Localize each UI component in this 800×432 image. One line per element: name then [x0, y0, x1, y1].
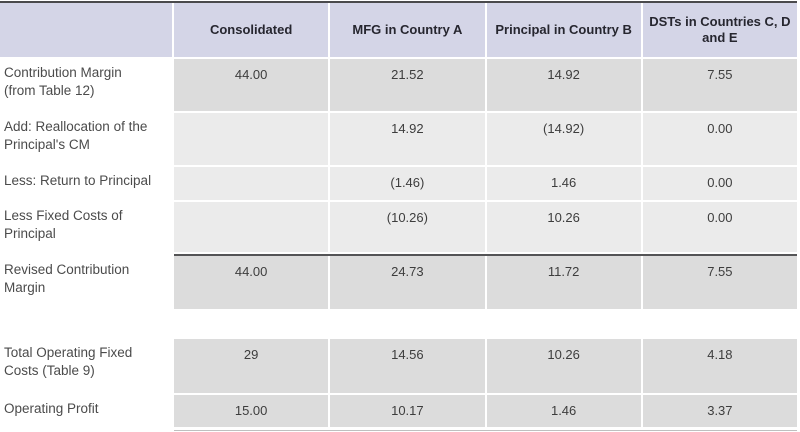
cell-value: 0.00 [642, 167, 797, 200]
cell-value: 21.52 [330, 59, 485, 111]
table-header-row: Consolidated MFG in Country A Principal in… [0, 3, 797, 57]
cell-value: 29 [174, 339, 329, 393]
header-col-consolidated: Consolidated [174, 3, 329, 57]
cell-value: 1.46 [486, 167, 641, 200]
cell-value: 3.37 [642, 395, 797, 427]
cell-value: 44.00 [174, 59, 329, 111]
table-row-less-fixed-costs-of-principal: Less Fixed Costs of Principal (10.26) 10.2… [0, 202, 797, 252]
table-top-border [0, 1, 797, 3]
table-row-total-operating-fixed-costs-table-9: Total Operating Fixed Costs (Table 9) 29 1… [0, 339, 797, 393]
cell-value: 14.92 [330, 113, 485, 165]
cell-value: 10.26 [486, 202, 641, 252]
table-row-contribution-margin-from-table-12: Contribution Margin (from Table 12) 44.00… [0, 59, 797, 111]
row-label: Less Fixed Costs of Principal [0, 202, 172, 252]
row-label: Revised Contribution Margin [0, 256, 172, 309]
cell-value: 7.55 [642, 59, 797, 111]
header-col-mfg-in-country-a: MFG in Country A [330, 3, 485, 57]
row-label: Total Operating Fixed Costs (Table 9) [0, 339, 172, 393]
row-label: Contribution Margin (from Table 12) [0, 59, 172, 111]
subtotal-rule [174, 254, 797, 256]
cell-value: 0.00 [642, 113, 797, 165]
header-empty-cell [0, 3, 172, 57]
table-row-less-return-to-principal: Less: Return to Principal (1.46) 1.46 0.00 [0, 167, 797, 200]
cell-value: 1.46 [486, 395, 641, 427]
cell-value: 15.00 [174, 395, 329, 427]
cell-value: 10.26 [486, 339, 641, 393]
table-row-add-reallocation-of-the-principal-s-cm: Add: Reallocation of the Principal's CM 1… [0, 113, 797, 165]
cell-value: (10.26) [330, 202, 485, 252]
cell-value: 44.00 [174, 256, 329, 309]
cell-value [174, 202, 329, 252]
cell-value: 24.73 [330, 256, 485, 309]
row-label: Add: Reallocation of the Principal's CM [0, 113, 172, 165]
cell-value: 11.72 [486, 256, 641, 309]
cell-value: (1.46) [330, 167, 485, 200]
row-label: Operating Profit [0, 395, 172, 427]
table-row-revised-contribution-margin: Revised Contribution Margin 44.00 24.73 11.… [0, 256, 797, 309]
header-col-dsts-in-countries-c-d-and-e: DSTs in Countries C, D and E [642, 3, 797, 57]
table-body: Contribution Margin (from Table 12) 44.00… [0, 59, 797, 431]
cell-value: 7.55 [642, 256, 797, 309]
header-col-principal-in-country-b: Principal in Country B [486, 3, 641, 57]
cell-value: 0.00 [642, 202, 797, 252]
cell-value [174, 113, 329, 165]
table-row-operating-profit: Operating Profit 15.00 10.17 1.46 3.37 [0, 395, 797, 427]
cell-value: (14.92) [486, 113, 641, 165]
cell-value: 14.56 [330, 339, 485, 393]
section-gap [0, 311, 797, 339]
table-bottom-border [174, 430, 797, 431]
cell-value [174, 167, 329, 200]
cell-value: 4.18 [642, 339, 797, 393]
cell-value: 14.92 [486, 59, 641, 111]
cell-value: 10.17 [330, 395, 485, 427]
row-label: Less: Return to Principal [0, 167, 172, 200]
